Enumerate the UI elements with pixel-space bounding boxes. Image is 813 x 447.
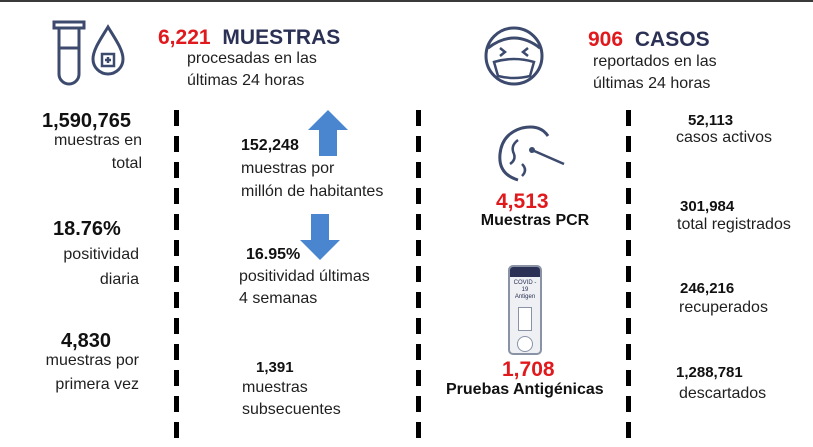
pcr-label: Muestras PCR xyxy=(480,212,590,229)
divider-1 xyxy=(174,110,179,447)
activos-value: 52,113 xyxy=(688,112,734,129)
sick-face-icon xyxy=(480,22,548,88)
recuperados-label: recuperados xyxy=(679,299,768,316)
muestras-count: 6,221 xyxy=(158,26,211,49)
semanas-label: positividad últimas 4 semanas xyxy=(239,266,370,310)
millon-value: 152,248 xyxy=(241,137,299,154)
casos-sub-line1: reportados en las xyxy=(593,53,717,70)
antigen-label: Pruebas Antigénicas xyxy=(446,381,604,398)
casos-sub-line2: últimas 24 horas xyxy=(593,75,711,92)
casos-header: 906 CASOS xyxy=(588,28,710,52)
semanas-label-line1: positividad últimas xyxy=(239,268,370,285)
positividad-value: 18.76% xyxy=(53,218,121,240)
total-label-line2: total xyxy=(111,155,142,172)
primera-label: muestras por primera vez xyxy=(20,349,139,397)
casos-count: 906 xyxy=(588,28,624,51)
millon-label: muestras por millón de habitantes xyxy=(241,157,383,203)
divider-2 xyxy=(416,110,421,447)
descartados-label: descartados xyxy=(679,385,767,402)
primera-label-line2: primera vez xyxy=(55,376,139,393)
semanas-value: 16.95% xyxy=(246,246,301,263)
positividad-label-line2: diaria xyxy=(99,271,139,288)
millon-label-line2: millón de habitantes xyxy=(241,183,384,200)
semanas-label-line2: 4 semanas xyxy=(239,290,318,307)
subsecuentes-label-line1: muestras xyxy=(242,379,308,396)
antigen-value: 1,708 xyxy=(502,358,555,381)
casos-subtitle: reportados en las últimas 24 horas xyxy=(593,51,717,95)
total-label: muestras en total xyxy=(30,129,142,175)
nasal-swab-icon xyxy=(488,120,568,184)
subsecuentes-value: 1,391 xyxy=(256,359,294,376)
recuperados-value: 246,216 xyxy=(680,280,735,297)
positividad-label: positividad diaria xyxy=(30,242,139,292)
top-divider xyxy=(0,0,813,2)
muestras-header: 6,221 MUESTRAS xyxy=(158,26,340,50)
primera-value: 4,830 xyxy=(61,330,112,352)
blood-drop-icon xyxy=(90,24,126,76)
total-value: 1,590,765 xyxy=(42,110,131,132)
positividad-label-line1: positividad xyxy=(63,246,139,263)
registrados-label: total registrados xyxy=(677,216,791,233)
muestras-title: MUESTRAS xyxy=(222,26,341,49)
primera-label-line1: muestras por xyxy=(45,352,139,369)
antigen-test-icon: COVID - 19 Antigen xyxy=(508,265,542,355)
total-label-line1: muestras en xyxy=(53,132,142,149)
descartados-value: 1,288,781 xyxy=(676,364,743,381)
cassette-text-1: COVID - 19 xyxy=(513,280,537,293)
arrow-up-icon xyxy=(308,110,348,156)
muestras-sub-line2: últimas 24 horas xyxy=(187,72,305,89)
cassette-sample-well xyxy=(517,336,533,352)
subsecuentes-label: muestras subsecuentes xyxy=(242,377,341,421)
pcr-value: 4,513 xyxy=(496,190,549,213)
cassette-window xyxy=(518,307,532,331)
muestras-subtitle: procesadas en las últimas 24 horas xyxy=(187,48,317,92)
muestras-sub-line1: procesadas en las xyxy=(187,50,317,67)
millon-label-line1: muestras por xyxy=(241,160,335,177)
activos-label: casos activos xyxy=(676,129,773,146)
casos-title: CASOS xyxy=(634,28,710,51)
registrados-value: 301,984 xyxy=(680,198,735,215)
arrow-down-icon xyxy=(300,214,340,260)
divider-3 xyxy=(626,110,631,447)
subsecuentes-label-line2: subsecuentes xyxy=(242,401,341,418)
test-tube-icon xyxy=(52,20,86,90)
cassette-text-2: Antigen xyxy=(514,294,536,300)
